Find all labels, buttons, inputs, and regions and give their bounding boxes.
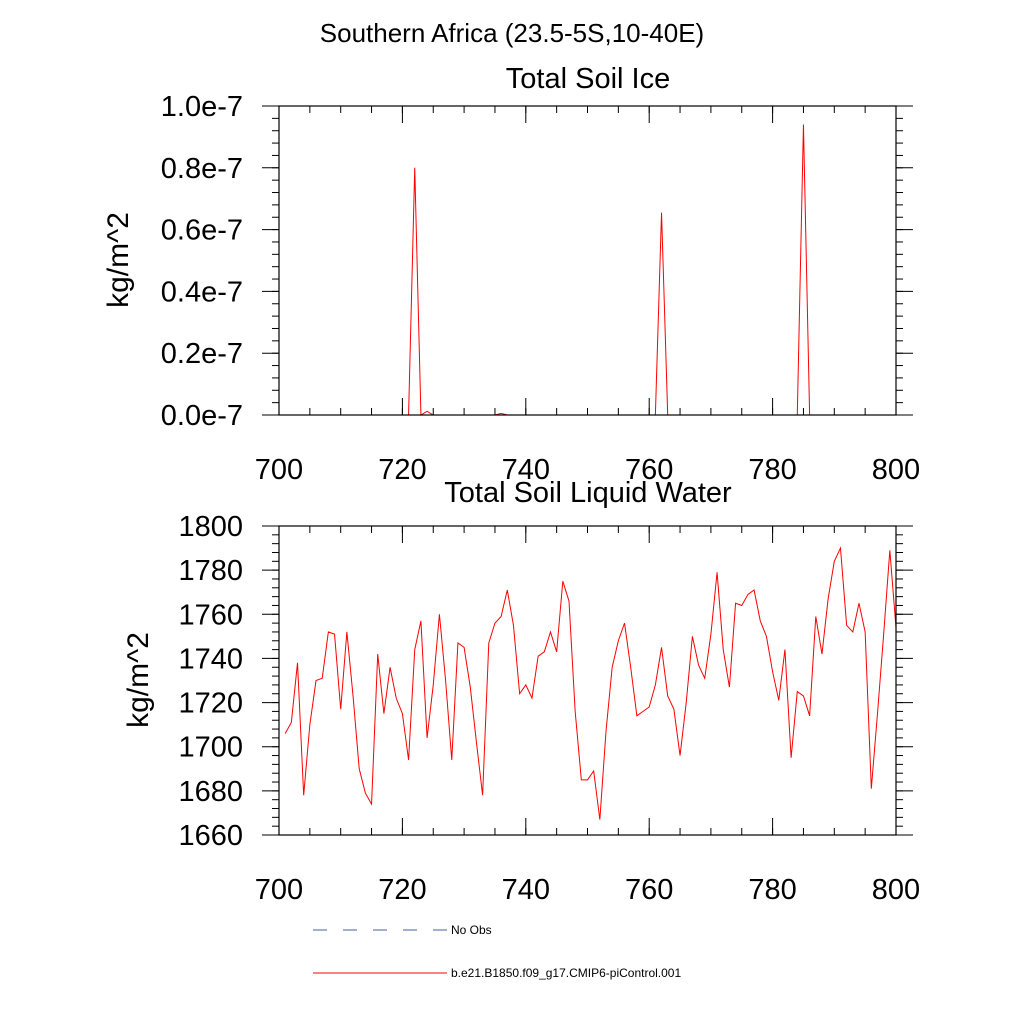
y-tick-label: 1700 [178,732,243,764]
y-tick-label: 0.6e-7 [161,215,243,247]
series-line [284,546,897,820]
y-tick-label: 0.8e-7 [161,153,243,185]
legend-label-model: b.e21.B1850.f09_g17.CMIP6-piControl.001 [451,966,681,980]
x-tick-label: 700 [255,454,303,486]
y-tick-label: 1780 [178,555,243,587]
x-tick-label: 740 [502,454,550,486]
y-tick-label: 1660 [178,820,243,852]
y-axis-label: kg/m^2 [102,212,135,308]
y-tick-label: 1.0e-7 [161,91,243,123]
legend-label-no-obs: No Obs [451,923,492,937]
y-tick-label: 0.0e-7 [161,400,243,432]
y-tick-label: 1760 [178,599,243,631]
x-tick-label: 800 [872,454,920,486]
chart-title: Total Soil Liquid Water [444,477,732,509]
panel-total-soil-liquid-water: Total Soil Liquid Water kg/m^2 700 720 740… [122,477,920,906]
panel-total-soil-ice: Total Soil Ice kg/m^2 700 720 740 760 780 800… [102,63,920,486]
plot-frame [278,105,897,416]
legend: No Obs b.e21.B1850.f09_g17.CMIP6-piContr… [313,923,681,980]
x-tick-label: 720 [378,454,426,486]
plot-frame [278,525,897,836]
y-tick-label: 1740 [178,643,243,675]
chart-title: Total Soil Ice [506,63,670,95]
y-tick-label: 1680 [178,776,243,808]
x-tick-label: 760 [625,454,673,486]
y-tick-label: 0.2e-7 [161,338,243,370]
y-tick-label: 0.4e-7 [161,276,243,308]
x-tick-label: 700 [255,874,303,906]
x-tick-label: 720 [378,874,426,906]
page-title: Southern Africa (23.5-5S,10-40E) [320,18,704,48]
x-tick-label: 800 [872,874,920,906]
x-tick-label: 780 [748,454,796,486]
y-tick-label: 1800 [178,511,243,543]
y-tick-label: 1720 [178,688,243,720]
x-tick-label: 740 [502,874,550,906]
y-axis-label: kg/m^2 [122,632,155,728]
x-tick-label: 760 [625,874,673,906]
x-tick-label: 780 [748,874,796,906]
